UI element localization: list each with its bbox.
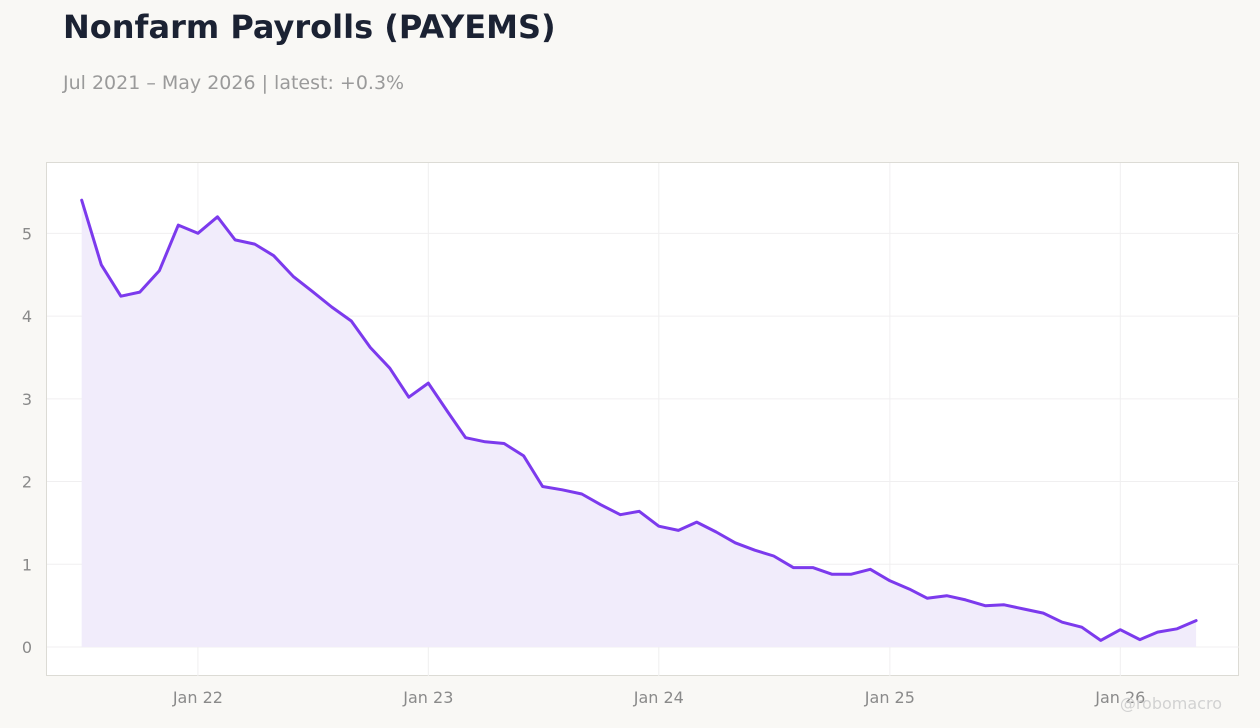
y-tick-label: 3 xyxy=(22,390,32,409)
chart-subtitle: Jul 2021 – May 2026 | latest: +0.3% xyxy=(63,72,405,94)
x-tick-label: Jan 26 xyxy=(1094,688,1145,707)
x-tick-label: Jan 24 xyxy=(633,688,684,707)
y-tick-label: 5 xyxy=(22,224,32,243)
area-fill xyxy=(81,200,1197,647)
x-tick-label: Jan 23 xyxy=(402,688,453,707)
y-axis-ticks: 0 1 2 3 4 5 xyxy=(22,224,32,657)
y-tick-label: 1 xyxy=(22,555,32,574)
y-tick-label: 4 xyxy=(22,307,32,326)
y-tick-label: 2 xyxy=(22,473,32,492)
y-tick-label: 0 xyxy=(22,638,32,657)
x-tick-label: Jan 22 xyxy=(172,688,223,707)
series-line xyxy=(80,198,1198,642)
x-axis-ticks: Jan 22 Jan 23 Jan 24 Jan 25 Jan 26 xyxy=(172,688,1146,707)
x-tick-label: Jan 25 xyxy=(864,688,915,707)
chart-title: Nonfarm Payrolls (PAYEMS) xyxy=(63,8,556,46)
watermark: @robomacro xyxy=(1119,694,1222,713)
